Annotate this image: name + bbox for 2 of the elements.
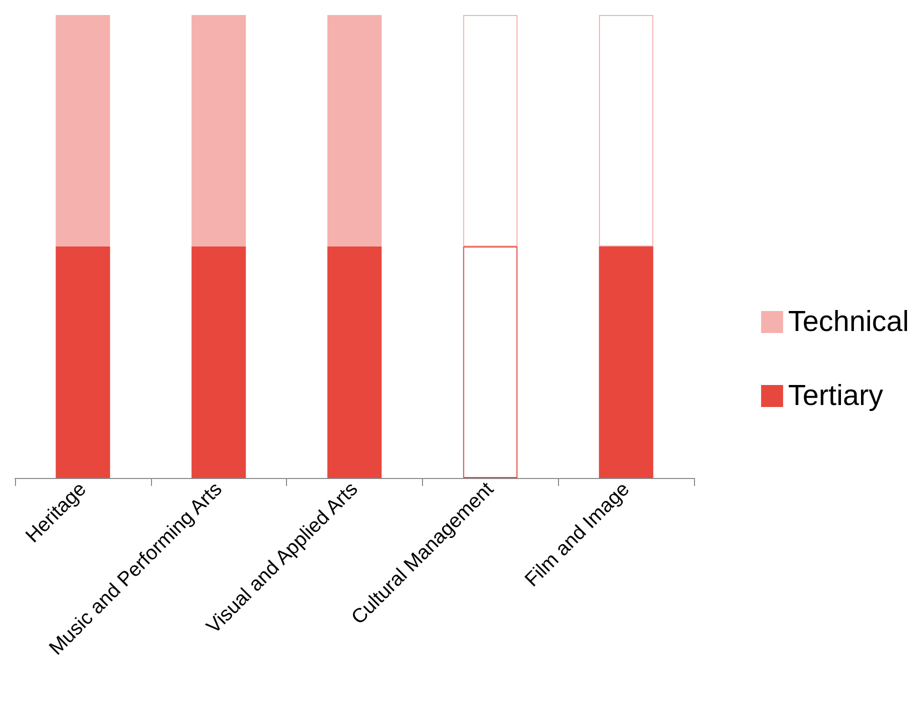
legend-label: Tertiary bbox=[788, 380, 884, 412]
legend-label: Technical bbox=[788, 306, 910, 338]
